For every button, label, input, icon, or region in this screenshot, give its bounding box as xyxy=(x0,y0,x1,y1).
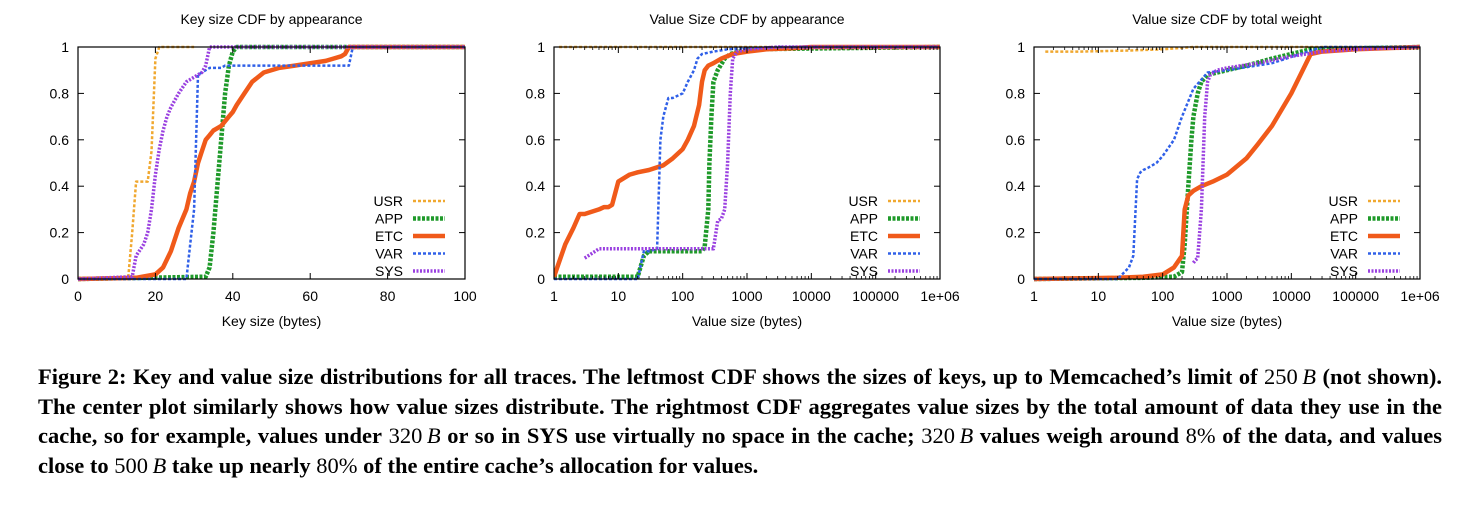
chart1-series-etc-line xyxy=(78,44,465,282)
chart2-xtick-label: 100000 xyxy=(852,288,899,304)
chart2-legend-label-app: APP xyxy=(850,211,878,227)
chart3-plot-frame xyxy=(1033,46,1421,280)
chart1-series-usr-line xyxy=(78,45,195,281)
chart3-series-etc-line xyxy=(1034,44,1420,282)
chart1-xtick-label: 40 xyxy=(225,288,241,304)
chart3-title: Value size CDF by total weight xyxy=(1132,11,1322,27)
chart2-ytick-label: 1 xyxy=(537,39,545,55)
chart1-xtick-label: 20 xyxy=(148,288,164,304)
chart1-legend-label-sys: SYS xyxy=(375,263,403,279)
chart1-ytick-label: 1 xyxy=(61,39,69,55)
figure-plots: Key size CDF by appearance 0 0.2 0.4 0.6 0.8 1… xyxy=(50,11,1440,329)
chart2-xtick-label: 100 xyxy=(671,288,695,304)
chart1-ytick-label: 0.8 xyxy=(50,85,70,101)
chart3-ytick-label: 1 xyxy=(1017,39,1025,55)
chart3-series-sys-line xyxy=(1192,45,1420,264)
chart3-ytick-label: 0.8 xyxy=(1006,85,1026,101)
chart2-legend-label-var: VAR xyxy=(850,246,878,262)
chart3-ytick-label: 0.4 xyxy=(1006,178,1026,194)
chart3-xtick-label: 100 xyxy=(1151,288,1175,304)
chart1-ytick-label: 0.4 xyxy=(50,178,70,194)
chart1-plot-frame xyxy=(77,46,466,280)
chart3-ytick-label: 0 xyxy=(1017,271,1025,287)
chart2-xtick-label: 1 xyxy=(550,288,558,304)
figure: Key size CDF by appearance 0 0.2 0.4 0.6 0.8 1… xyxy=(50,11,1440,329)
chart2-plot-frame xyxy=(553,46,941,280)
chart2-legend-label-usr: USR xyxy=(848,193,878,209)
chart3-legend-label-var: VAR xyxy=(1330,246,1358,262)
chart3-series-app-line xyxy=(1034,44,1420,282)
chart1-series-app-line xyxy=(78,44,465,282)
chart1-legend-label-app: APP xyxy=(375,211,403,227)
chart3-ytick-label: 0.6 xyxy=(1006,132,1026,148)
chart3-xtick-label: 100000 xyxy=(1332,288,1379,304)
chart2-series-var-line xyxy=(554,45,940,281)
chart1-xtick-label: 100 xyxy=(453,288,477,304)
chart2-ytick-label: 0.6 xyxy=(526,132,546,148)
chart1-title: Key size CDF by appearance xyxy=(180,11,362,27)
chart1-xtick-label: 0 xyxy=(74,288,82,304)
chart3-legend-label-etc: ETC xyxy=(1330,228,1358,244)
chart2-xlabel: Value size (bytes) xyxy=(692,313,802,329)
chart3-xtick-label: 1000 xyxy=(1211,288,1242,304)
chart1-series-var-line xyxy=(78,45,465,281)
chart1-series-sys-line xyxy=(78,45,465,281)
chart2-legend-label-etc: ETC xyxy=(850,228,878,244)
chart1-ytick-label: 0.6 xyxy=(50,132,70,148)
chart3-legend-label-app: APP xyxy=(1330,211,1358,227)
chart2-ytick-label: 0 xyxy=(537,271,545,287)
chart2-ytick-label: 0.8 xyxy=(526,85,546,101)
chart1-xtick-label: 60 xyxy=(302,288,318,304)
chart2-ytick-label: 0.4 xyxy=(526,178,546,194)
figure-caption: Figure 2: Key and value size distributio… xyxy=(38,364,1443,478)
chart1-ytick-label: 0 xyxy=(61,271,69,287)
chart2-xtick-label: 10000 xyxy=(792,288,831,304)
chart3-xtick-label: 1e+06 xyxy=(1400,288,1440,304)
chart2-series-app-line xyxy=(554,44,940,279)
chart1-ytick-label: 0.2 xyxy=(50,225,70,241)
chart3-series-var-line xyxy=(1034,45,1420,281)
chart2-series-etc-line xyxy=(554,44,940,278)
chart1-xlabel: Key size (bytes) xyxy=(222,313,322,329)
chart2-ytick-label: 0.2 xyxy=(526,225,546,241)
caption-sys: SYS xyxy=(526,423,569,448)
chart2-legend-label-sys: SYS xyxy=(850,263,878,279)
chart3-xtick-label: 1 xyxy=(1030,288,1038,304)
chart2-title: Value Size CDF by appearance xyxy=(649,11,844,27)
chart1-legend-label-usr: USR xyxy=(373,193,403,209)
chart2-xtick-label: 10 xyxy=(611,288,627,304)
chart2-series-sys-line xyxy=(583,45,940,260)
chart3-xtick-label: 10000 xyxy=(1272,288,1311,304)
chart2-xtick-label: 1e+06 xyxy=(920,288,960,304)
caption-label: Figure 2: xyxy=(38,364,127,389)
chart3-legend-label-sys: SYS xyxy=(1330,263,1358,279)
chart3-xtick-label: 10 xyxy=(1091,288,1107,304)
chart2-xtick-label: 1000 xyxy=(731,288,762,304)
chart3-xlabel: Value size (bytes) xyxy=(1172,313,1282,329)
chart1-legend-label-var: VAR xyxy=(375,246,403,262)
chart3-ytick-label: 0.2 xyxy=(1006,225,1026,241)
chart1-legend-label-etc: ETC xyxy=(375,228,403,244)
chart1-xtick-label: 80 xyxy=(380,288,396,304)
chart3-legend-label-usr: USR xyxy=(1328,193,1358,209)
